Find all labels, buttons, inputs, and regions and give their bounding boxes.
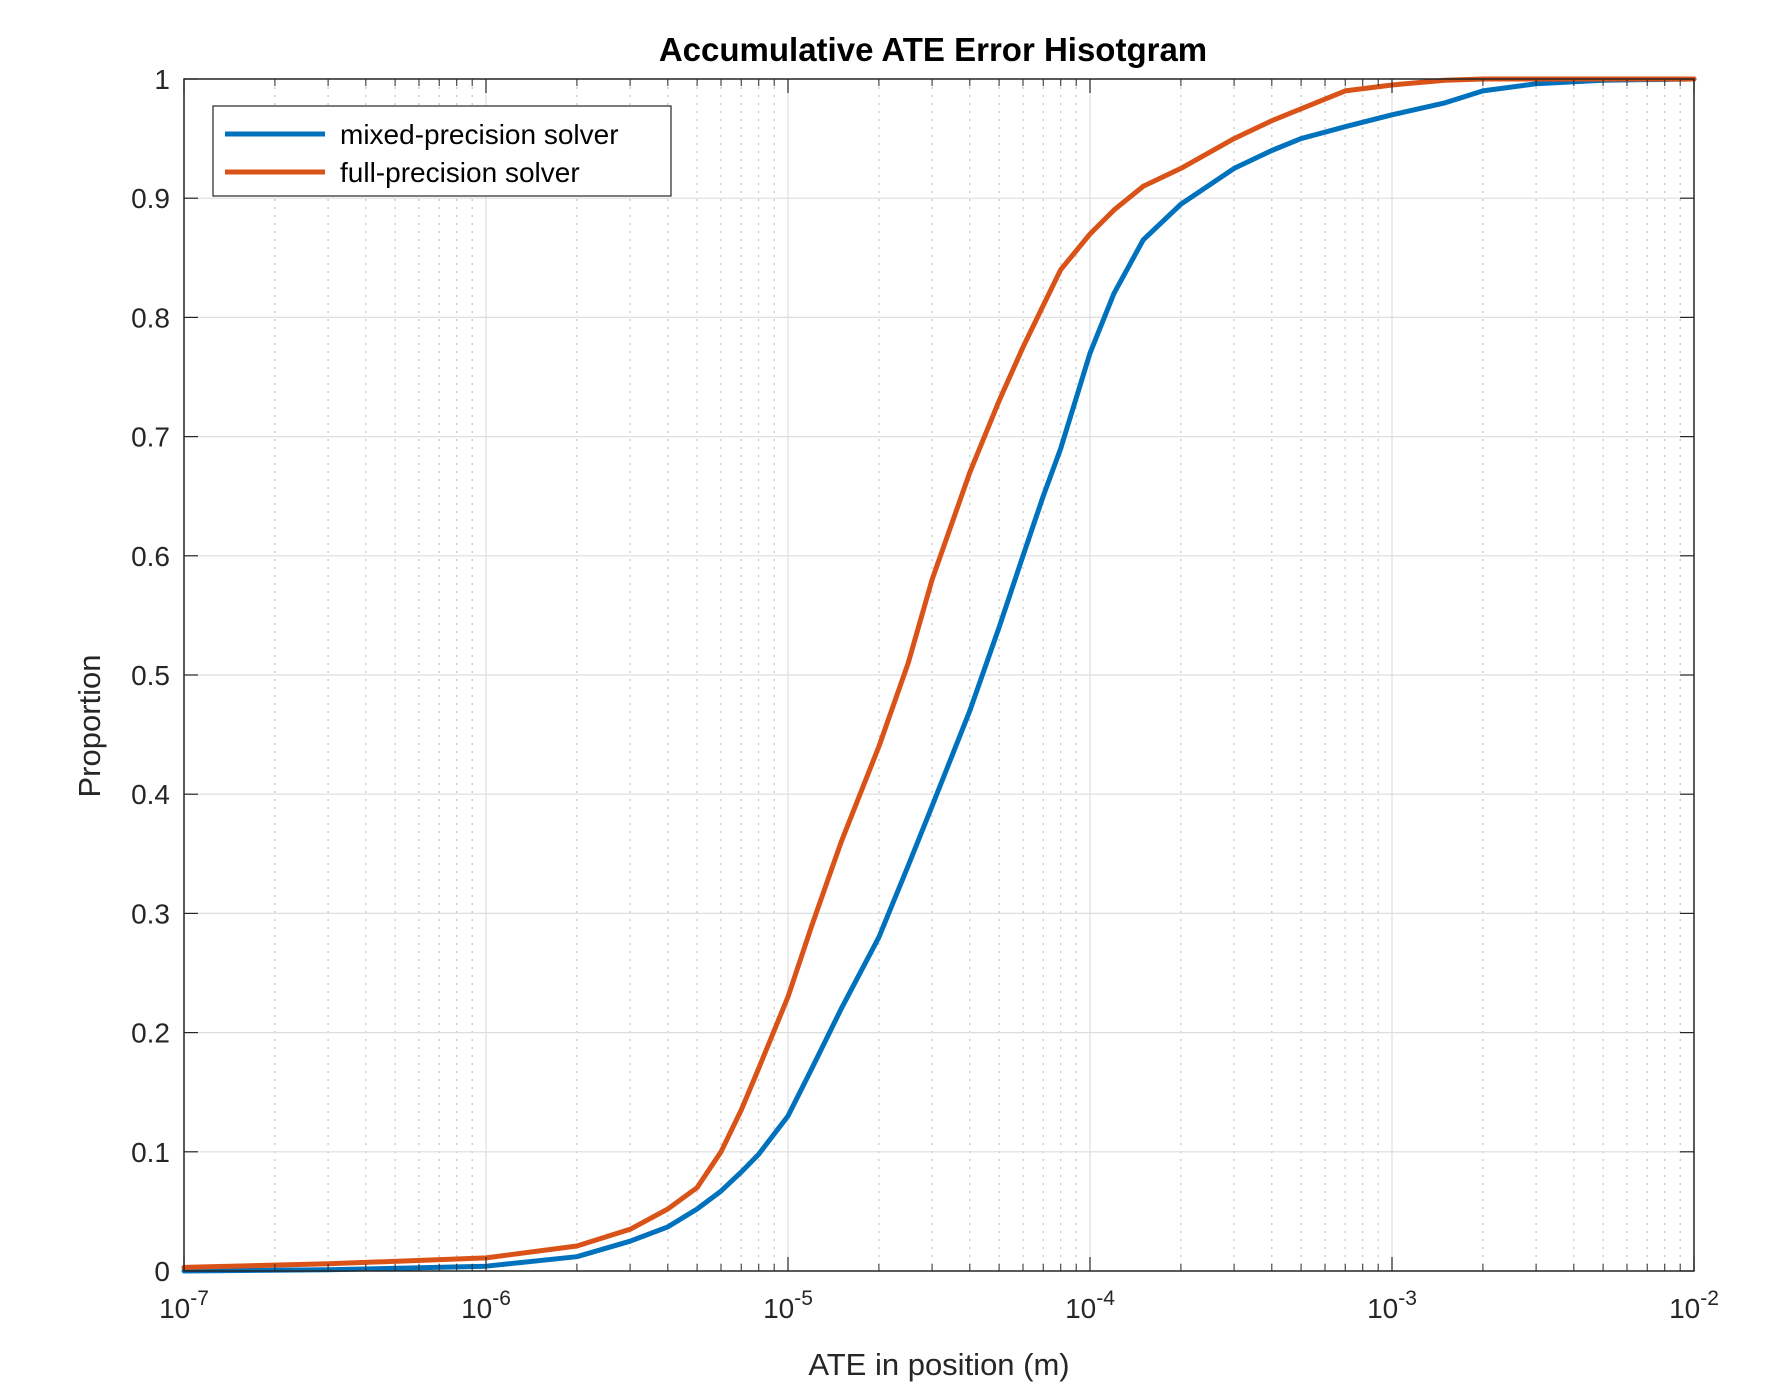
y-tick-label: 0.4	[131, 779, 170, 810]
y-tick-label: 0.5	[131, 660, 170, 691]
y-tick-label: 0.1	[131, 1137, 170, 1168]
chart-title: Accumulative ATE Error Hisotgram	[659, 31, 1207, 68]
x-tick-labels: 10-7 10-6 10-5 10-4 10-3 10-2	[159, 1287, 1719, 1324]
y-tick-label: 0.8	[131, 302, 170, 333]
x-tick-label: 10-4	[1065, 1287, 1115, 1324]
x-axis-label: ATE in position (m)	[808, 1347, 1069, 1382]
y-tick-label: 0.7	[131, 422, 170, 453]
series-line-mixed-precision	[181, 76, 1697, 1274]
y-tick-label: 0	[154, 1256, 170, 1287]
y-tick-label: 1	[154, 64, 170, 95]
x-tick-label: 10-6	[461, 1287, 511, 1324]
x-tick-label: 10-2	[1669, 1287, 1719, 1324]
minor-grid	[274, 79, 1681, 1271]
y-tick-label: 0.6	[131, 541, 170, 572]
tick-marks	[183, 78, 1695, 1272]
plot-area	[181, 76, 1697, 1274]
y-tick-label: 0.3	[131, 898, 170, 929]
x-tick-label: 10-7	[159, 1287, 209, 1324]
x-tick-label: 10-3	[1367, 1287, 1417, 1324]
legend-box	[212, 105, 672, 197]
x-tick-label: 10-5	[763, 1287, 813, 1324]
legend-label-mixed-precision: mixed-precision solver	[340, 119, 619, 150]
series-layer	[181, 76, 1697, 1274]
series-line-full-precision	[181, 76, 1697, 1270]
y-tick-label: 0.9	[131, 183, 170, 214]
legend-label-full-precision: full-precision solver	[340, 157, 580, 188]
y-axis-label: Proportion	[72, 654, 107, 797]
y-tick-labels: 0 0.1 0.2 0.3 0.4 0.5 0.6 0.7 0.8 0.9 1	[131, 64, 170, 1287]
y-tick-label: 0.2	[131, 1018, 170, 1049]
legend: mixed-precision solver full-precision so…	[212, 105, 672, 197]
